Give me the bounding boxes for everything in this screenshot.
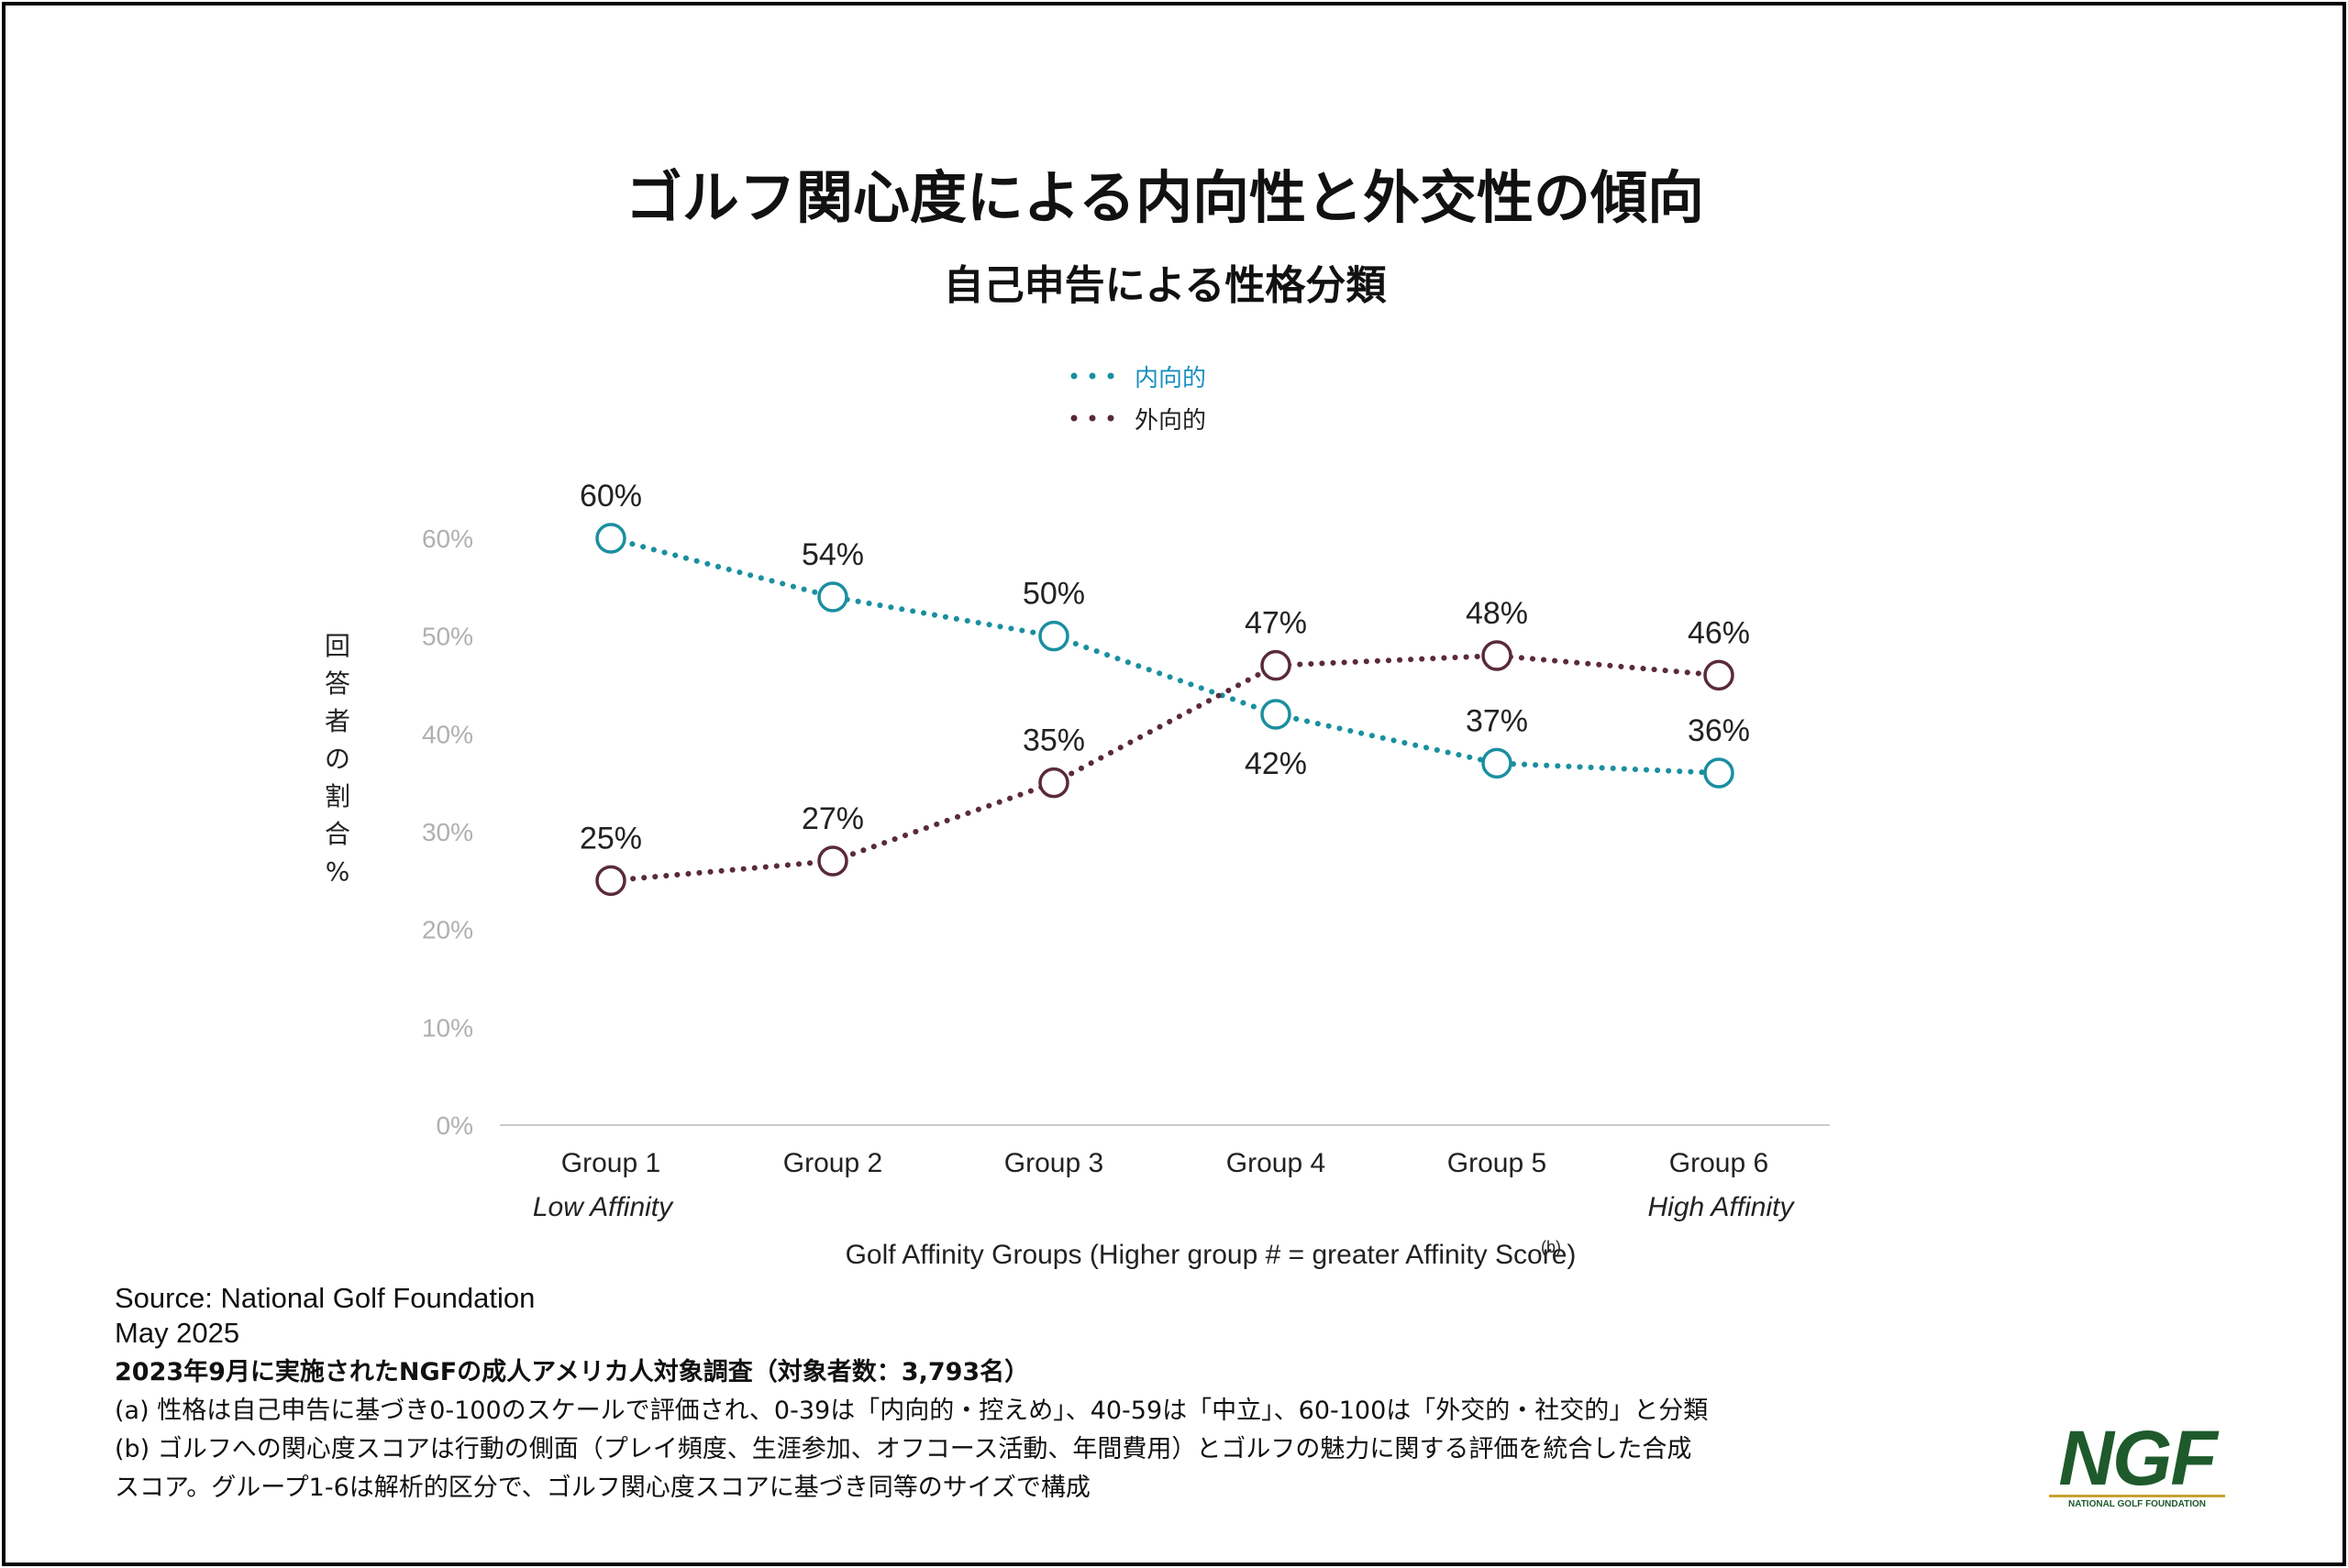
survey-note: 2023年9月に実施されたNGFの成人アメリカ人対象調査（対象者数：3,793名… xyxy=(115,1358,1030,1386)
source-block: Source: National Golf Foundation May 202… xyxy=(115,1281,535,1351)
legend-label-introvert: 内向的 xyxy=(1135,365,1207,392)
data-label-introvert: 42% xyxy=(1245,746,1307,781)
chart-subtitle: 自己申告による性格分類 xyxy=(943,262,1387,309)
data-label-extrovert: 48% xyxy=(1466,596,1528,631)
y-axis-label-char: % xyxy=(325,856,350,887)
y-axis-label-char: 合 xyxy=(324,819,350,849)
x-tick-label: Group 6 xyxy=(1669,1148,1768,1178)
y-axis-label-char: 割 xyxy=(324,781,350,812)
data-point-extrovert xyxy=(1260,649,1291,681)
data-point-extrovert xyxy=(1703,659,1734,691)
data-point-extrovert xyxy=(595,865,626,897)
note-a: (a) 性格は自己申告に基づき0-100のスケールで評価され、0-39は「内向的… xyxy=(115,1397,1709,1425)
data-label-extrovert: 25% xyxy=(580,821,642,856)
data-label-extrovert: 47% xyxy=(1245,606,1307,641)
data-label-extrovert: 35% xyxy=(1023,723,1085,758)
y-tick-label: 60% xyxy=(422,525,473,553)
y-tick-label: 50% xyxy=(422,623,473,651)
source-text: Source: National Golf Foundation xyxy=(115,1282,536,1314)
y-axis-label-char: 答 xyxy=(324,668,350,699)
x-axis-label-superscript: (b) xyxy=(1541,1238,1561,1256)
data-label-extrovert: 27% xyxy=(802,801,864,836)
y-tick-label: 0% xyxy=(437,1111,473,1140)
data-point-extrovert xyxy=(1038,767,1069,799)
y-tick-label: 10% xyxy=(422,1013,473,1042)
x-axis-label: Golf Affinity Groups (Higher group # = g… xyxy=(846,1240,1577,1270)
legend-swatch-introvert xyxy=(1070,372,1114,380)
data-label-introvert: 36% xyxy=(1688,713,1750,748)
data-point-introvert xyxy=(817,581,848,613)
x-tick-label: Group 5 xyxy=(1447,1148,1546,1178)
data-point-introvert xyxy=(1703,757,1734,789)
chart-title: ゴルフ関心度による内向性と外交性の傾向 xyxy=(625,164,1705,231)
x-tick-label: Group 4 xyxy=(1226,1148,1325,1178)
ngf-logo: NGF NATIONAL GOLF FOUNDATION xyxy=(2045,1415,2229,1509)
data-label-introvert: 37% xyxy=(1466,703,1528,738)
data-point-introvert xyxy=(595,523,626,554)
data-point-extrovert xyxy=(817,845,848,877)
note-b-line1: (b) ゴルフへの関心度スコアは行動の側面（プレイ頻度、生涯参加、オフコース活動… xyxy=(115,1435,1692,1463)
x-tick-label: Group 2 xyxy=(783,1148,882,1178)
y-axis-label-char: の xyxy=(324,744,350,774)
footnotes: 2023年9月に実施されたNGFの成人アメリカ人対象調査（対象者数：3,793名… xyxy=(115,1353,2022,1507)
y-axis-label: 回答者の割合% xyxy=(323,627,352,890)
x-tick-sublabel: High Affinity xyxy=(1648,1192,1796,1222)
y-axis-label-char: 者 xyxy=(324,706,350,736)
data-label-introvert: 50% xyxy=(1023,577,1085,612)
source-date: May 2025 xyxy=(115,1317,240,1349)
data-point-introvert xyxy=(1038,620,1069,652)
y-tick-label: 30% xyxy=(422,818,473,846)
logo-text: NGF xyxy=(2058,1415,2217,1501)
data-label-introvert: 54% xyxy=(802,537,864,572)
data-point-extrovert xyxy=(1481,640,1512,671)
series-line-extrovert xyxy=(608,652,1722,884)
legend-label-extrovert: 外向的 xyxy=(1135,407,1207,435)
y-axis-label-char: 回 xyxy=(324,631,350,661)
series-line-introvert xyxy=(608,536,1722,776)
y-tick-label: 20% xyxy=(422,916,473,944)
note-b-line2: スコア。グループ1-6は解析的区分で、ゴルフ関心度スコアに基づき同等のサイズで構… xyxy=(115,1474,1091,1502)
data-label-extrovert: 46% xyxy=(1688,615,1750,650)
x-tick-label: Group 3 xyxy=(1004,1148,1103,1178)
data-label-introvert: 60% xyxy=(580,479,642,513)
logo-subtext: NATIONAL GOLF FOUNDATION xyxy=(2049,1495,2225,1509)
x-tick-sublabel: Low Affinity xyxy=(533,1192,674,1222)
data-point-introvert xyxy=(1260,699,1291,730)
data-point-introvert xyxy=(1481,747,1512,779)
legend-swatch-extrovert xyxy=(1070,414,1114,422)
y-tick-label: 40% xyxy=(422,720,473,748)
x-tick-label: Group 1 xyxy=(561,1148,660,1178)
